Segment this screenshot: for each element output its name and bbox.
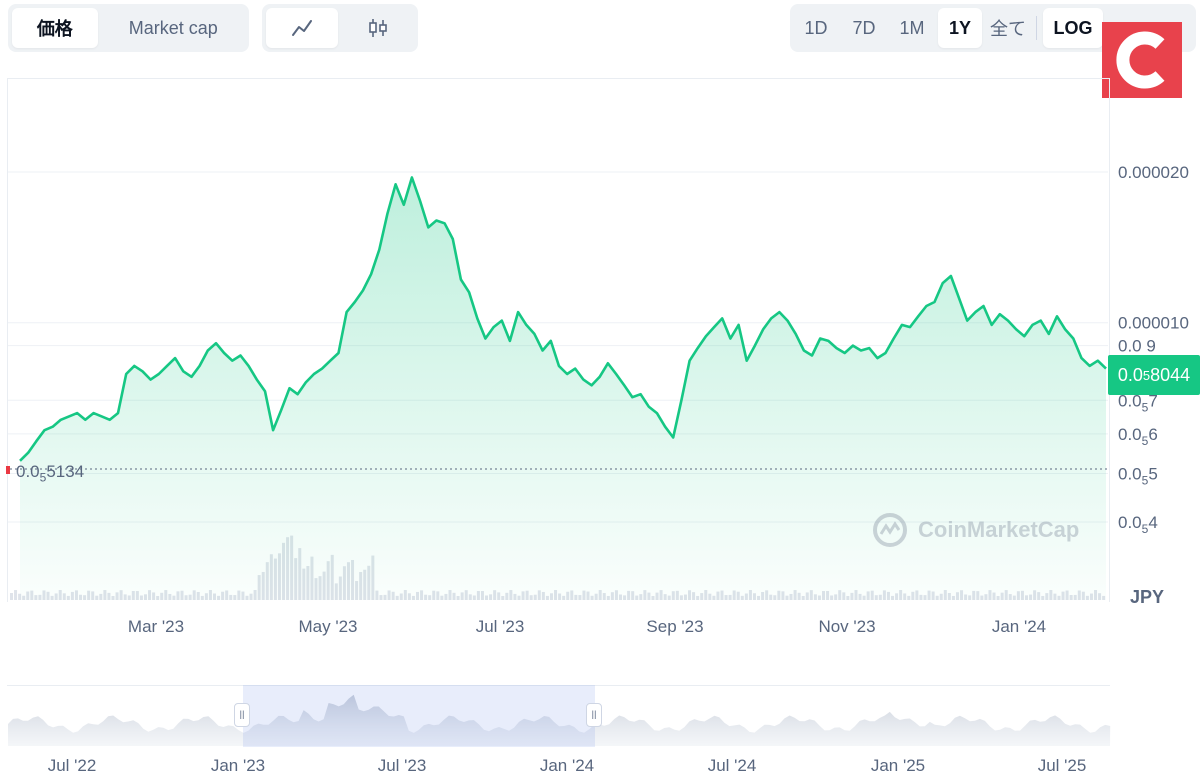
navigator-right-handle[interactable]: ll [586, 703, 602, 727]
navigator-x-axis-labels: Jul '22 Jan '23 Jul '23 Jan '24 Jul '24 Jan '… [48, 756, 1087, 775]
volume-bar [18, 593, 22, 600]
range-1d[interactable]: 1D [804, 17, 828, 38]
chart-view-toggle [262, 4, 418, 52]
line-chart-icon [292, 20, 312, 36]
candlestick-icon [369, 19, 387, 37]
navigator-chart [8, 694, 1111, 746]
x-tick-label: Sep '23 [646, 617, 703, 636]
range-all[interactable]: 全て [990, 19, 1026, 39]
currency-label: JPY [1130, 587, 1165, 607]
y-axis-labels: 0.054 0.055 0.056 0.057 0.0 9 0.000010 0.00002… [1118, 163, 1189, 536]
price-line [19, 176, 1107, 462]
price-area [20, 177, 1106, 600]
navigator-x-tick-label: Jan '24 [540, 756, 594, 775]
navigator-x-tick-label: Jan '25 [871, 756, 925, 775]
range-navigator [7, 685, 1110, 747]
navigator-selection[interactable] [243, 685, 595, 747]
volume-bar [10, 593, 13, 600]
current-price-badge: 0.0 5 8044 [1108, 355, 1200, 395]
y-tick-label: 0.057 [1118, 391, 1158, 414]
x-tick-label: May '23 [299, 617, 358, 636]
x-tick-label: Jul '23 [476, 617, 525, 636]
x-tick-label: Mar '23 [128, 617, 184, 636]
range-7d[interactable]: 7D [852, 17, 876, 38]
log-scale-toggle[interactable]: LOG [1043, 8, 1103, 48]
navigator-area [8, 694, 1111, 746]
volume-bar [14, 590, 18, 600]
chart-area [7, 78, 1110, 602]
y-tick-label: 0.000020 [1118, 163, 1189, 182]
x-tick-label: Nov '23 [818, 617, 875, 636]
navigator-left-handle[interactable]: ll [234, 703, 250, 727]
watermark: CoinMarketCap [872, 512, 1079, 548]
candlestick-button[interactable] [342, 8, 414, 48]
market-cap-tab[interactable]: Market cap [128, 17, 218, 38]
start-price-label: 0.055134 [16, 462, 85, 485]
navigator-x-tick-label: Jul '25 [1038, 756, 1087, 775]
start-marker [6, 466, 10, 474]
range-1m[interactable]: 1M [899, 17, 925, 38]
navigator-x-tick-label: Jul '22 [48, 756, 97, 775]
y-tick-label: 0.0 9 [1118, 337, 1156, 356]
brand-logo [1102, 22, 1182, 98]
y-tick-label: 0.055 [1118, 464, 1158, 487]
x-tick-label: Jan '24 [992, 617, 1046, 636]
chart-type-toggle: 価格 Market cap [8, 4, 249, 52]
navigator-x-tick-label: Jul '23 [378, 756, 427, 775]
price-tab[interactable]: 価格 [12, 8, 98, 48]
y-tick-label: 0.054 [1118, 513, 1158, 536]
navigator-x-tick-label: Jan '23 [211, 756, 265, 775]
x-axis-labels: Mar '23 May '23 Jul '23 Sep '23 Nov '23 Jan '… [128, 617, 1046, 636]
line-chart-button[interactable] [266, 8, 338, 48]
y-tick-label: 0.056 [1118, 425, 1158, 448]
navigator-x-tick-label: Jul '24 [708, 756, 757, 775]
y-tick-label: 0.000010 [1118, 314, 1189, 333]
divider [1036, 16, 1037, 40]
coinmarketcap-logo-icon [873, 513, 907, 547]
range-1y[interactable]: 1Y [938, 8, 982, 48]
